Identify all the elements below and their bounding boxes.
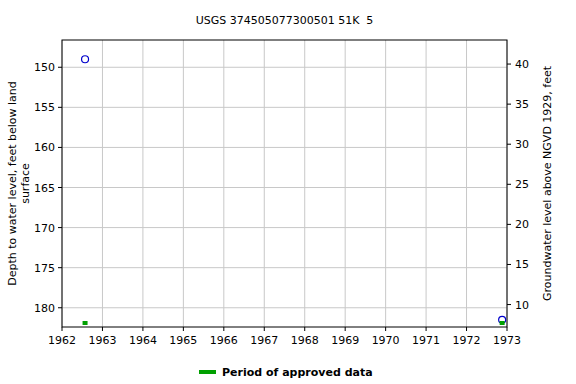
- background: [0, 0, 576, 384]
- y-tick-label: 150: [34, 61, 55, 74]
- grid-line-x: [142, 40, 143, 327]
- y-axis-label: Depth to water level, feet below landsur…: [6, 81, 32, 286]
- y2-tick-label: 35: [515, 98, 529, 111]
- x-tick-label: 1972: [453, 334, 481, 347]
- grid-line-x: [345, 40, 346, 327]
- grid-line-y: [62, 187, 507, 188]
- x-tick-label: 1971: [412, 334, 440, 347]
- grid-line-y: [62, 107, 507, 108]
- grid-line-x: [466, 40, 467, 327]
- y2-tick-label: 25: [515, 178, 529, 191]
- x-tick-label: 1965: [169, 334, 197, 347]
- y2-axis-label: Groundwater level above NGVD 1929, feet: [541, 65, 554, 301]
- y-tick: [58, 107, 62, 108]
- x-tick: [264, 327, 265, 331]
- y-tick: [58, 147, 62, 148]
- y-tick: [58, 267, 62, 268]
- y-axis-label-line: surface: [19, 163, 32, 204]
- y-tick-label: 160: [34, 141, 55, 154]
- x-tick: [426, 327, 427, 331]
- x-tick-label: 1966: [210, 334, 238, 347]
- y-axis-label-line: Depth to water level, feet below land: [6, 81, 19, 286]
- grid-line-x: [102, 40, 103, 327]
- grid-line-x: [264, 40, 265, 327]
- approved-period: [500, 321, 505, 325]
- grid-line-x: [426, 40, 427, 327]
- x-tick-label: 1963: [88, 334, 116, 347]
- y-tick-label: 170: [34, 222, 55, 235]
- x-tick-label: 1969: [331, 334, 359, 347]
- grid-line-y: [62, 227, 507, 228]
- grid-line-x: [385, 40, 386, 327]
- y2-tick: [507, 224, 511, 225]
- x-tick: [385, 327, 386, 331]
- y2-tick-label: 20: [515, 218, 529, 231]
- data-group: [82, 56, 506, 325]
- y-tick: [58, 187, 62, 188]
- y-tick-label: 180: [34, 302, 55, 315]
- plot-frame: [62, 40, 507, 327]
- y-tick-label: 175: [34, 262, 55, 275]
- approved-period: [83, 321, 88, 325]
- legend-label: Period of approved data: [222, 366, 373, 379]
- x-tick: [62, 327, 63, 331]
- y2-tick-label: 10: [515, 299, 529, 312]
- y-tick: [58, 67, 62, 68]
- grid-line-y: [62, 267, 507, 268]
- y-tick: [58, 307, 62, 308]
- title: USGS 374505077300501 51K 5: [196, 14, 374, 27]
- data-point: [82, 56, 89, 63]
- x-tick: [142, 327, 143, 331]
- x-tick: [102, 327, 103, 331]
- y2-tick: [507, 104, 511, 105]
- legend-swatch: [199, 370, 216, 374]
- y2-tick: [507, 184, 511, 185]
- x-tick-label: 1968: [291, 334, 319, 347]
- y2-tick: [507, 144, 511, 145]
- y2-tick-label: 40: [515, 58, 529, 71]
- chart-container: USGS 374505077300501 51K 5 1962 1963 1964 19…: [0, 0, 576, 384]
- grid-line-x: [223, 40, 224, 327]
- grid-line-x: [183, 40, 184, 327]
- x-tick: [507, 327, 508, 331]
- y-tick-label: 155: [34, 101, 55, 114]
- x-tick-label: 1970: [372, 334, 400, 347]
- x-tick: [304, 327, 305, 331]
- x-tick-label: 1964: [129, 334, 157, 347]
- x-tick: [345, 327, 346, 331]
- grid-line-y: [62, 147, 507, 148]
- chart-svg: USGS 374505077300501 51K 5 1962 1963 1964 19…: [0, 0, 576, 384]
- x-tick-label: 1962: [48, 334, 76, 347]
- x-tick-label: 1967: [250, 334, 278, 347]
- grid-line-x: [304, 40, 305, 327]
- grid-line-y: [62, 307, 507, 308]
- y-tick: [58, 227, 62, 228]
- y2-tick: [507, 264, 511, 265]
- x-tick-label: 1973: [493, 334, 521, 347]
- y2-tick: [507, 64, 511, 65]
- x-tick: [466, 327, 467, 331]
- grid-line-y: [62, 67, 507, 68]
- x-tick: [223, 327, 224, 331]
- y2-tick-label: 30: [515, 138, 529, 151]
- y2-tick-label: 15: [515, 258, 529, 271]
- y2-tick: [507, 304, 511, 305]
- y-tick-label: 165: [34, 182, 55, 195]
- x-tick: [183, 327, 184, 331]
